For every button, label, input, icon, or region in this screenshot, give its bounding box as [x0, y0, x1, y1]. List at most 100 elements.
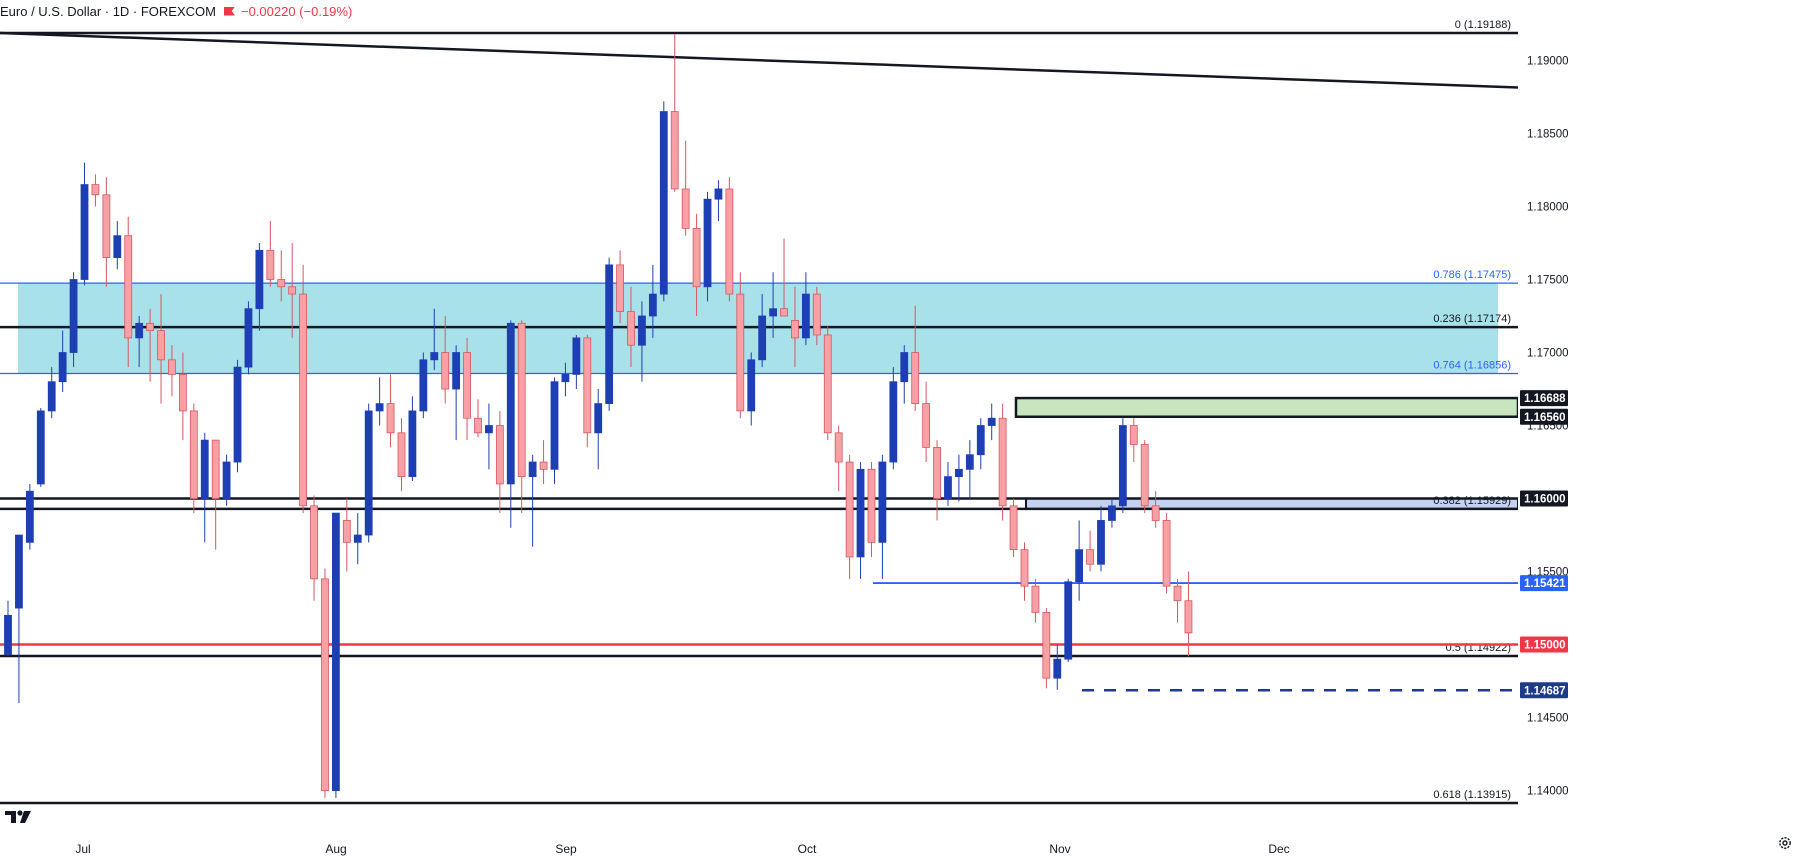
price-tag [1520, 682, 1568, 699]
candle-body [987, 417, 996, 426]
candle [703, 191, 712, 302]
level-label: 0.236 (1.17174) [1433, 313, 1511, 325]
candle-body [659, 111, 668, 295]
red-flag-icon [223, 6, 235, 16]
candle [1042, 608, 1051, 689]
price-tag [1520, 490, 1568, 507]
candle-body [976, 425, 985, 456]
candle-body [102, 194, 111, 258]
candle [1053, 644, 1062, 690]
candle-body [58, 352, 67, 383]
level-label: 0 (1.19188) [1455, 19, 1511, 31]
candle-body [277, 279, 286, 288]
candle-body [703, 198, 712, 288]
candle-body [616, 264, 624, 313]
candle-body [255, 249, 264, 310]
symbol-title[interactable]: Euro / U.S. Dollar · 1D · FOREXCOM [0, 3, 216, 19]
candle-body [91, 184, 100, 196]
candle [1020, 542, 1029, 601]
candle-body [812, 293, 821, 336]
candle [583, 334, 592, 448]
candle [80, 162, 89, 286]
candle [364, 403, 373, 543]
candle [670, 34, 679, 192]
tradingview-logo-icon[interactable] [4, 808, 36, 824]
candle-body [288, 286, 297, 295]
candle [769, 272, 777, 338]
candle-body [189, 410, 198, 499]
candle [933, 440, 941, 521]
candle-body [452, 352, 461, 390]
candle-body [692, 227, 701, 288]
candle [200, 432, 209, 543]
candle [1118, 418, 1127, 514]
candle-body [485, 425, 493, 434]
level-label: 0.764 (1.16856) [1433, 360, 1511, 372]
candle [474, 399, 482, 438]
candle [441, 316, 450, 404]
candle [1009, 498, 1018, 557]
candle [233, 359, 242, 473]
candle-body [856, 468, 865, 558]
candle-body [474, 417, 482, 434]
candle-body [331, 512, 340, 791]
time-tick-label: Aug [325, 842, 346, 856]
price-axis-bg [1518, 0, 1801, 859]
candle [353, 513, 362, 565]
candle [845, 454, 854, 579]
candle [911, 305, 920, 411]
candle [823, 326, 832, 441]
candle [124, 216, 133, 368]
candle [736, 272, 745, 419]
candle-body [998, 417, 1007, 507]
candle-body [725, 188, 734, 295]
candle [1108, 498, 1116, 528]
candle [168, 345, 176, 397]
candle [791, 286, 799, 368]
candle-body [1108, 505, 1116, 521]
candle [375, 377, 384, 426]
candle-body [747, 359, 756, 412]
candle [944, 462, 952, 506]
candle-body [1097, 520, 1105, 565]
candle-body [506, 322, 515, 485]
candle [36, 407, 45, 487]
candle [1086, 530, 1094, 572]
candle-body [397, 432, 406, 478]
candle [659, 101, 668, 302]
candle-body [244, 308, 253, 368]
candle-body [714, 188, 723, 200]
settings-gear-icon[interactable] [1777, 835, 1793, 851]
candle-body [353, 534, 362, 543]
candle [386, 374, 395, 448]
candle-body [627, 311, 635, 346]
candle [189, 403, 198, 514]
candle [780, 238, 788, 317]
candle [692, 213, 701, 317]
candle [572, 334, 581, 390]
candle-body [834, 432, 843, 463]
candle [714, 180, 723, 222]
candle-body [528, 461, 537, 478]
candle [922, 381, 931, 463]
candle-body [419, 359, 428, 412]
candle [342, 498, 351, 572]
candle-body [1173, 585, 1182, 602]
time-axis-bg [0, 834, 1518, 859]
candle-body [1031, 585, 1040, 613]
candle [113, 221, 122, 270]
time-tick-label: Nov [1049, 842, 1070, 856]
candle [638, 301, 646, 382]
candle [801, 272, 810, 346]
price-change: −0.00220 (−0.19%) [240, 3, 353, 19]
candle-body [146, 322, 154, 332]
candle-body [922, 403, 931, 448]
candle-body [80, 184, 89, 280]
candle-body [178, 374, 187, 412]
candle-body [211, 439, 220, 499]
candle-body [1042, 612, 1051, 679]
candle-body [878, 461, 887, 543]
time-tick-label: Oct [798, 842, 817, 856]
candle [4, 600, 12, 657]
